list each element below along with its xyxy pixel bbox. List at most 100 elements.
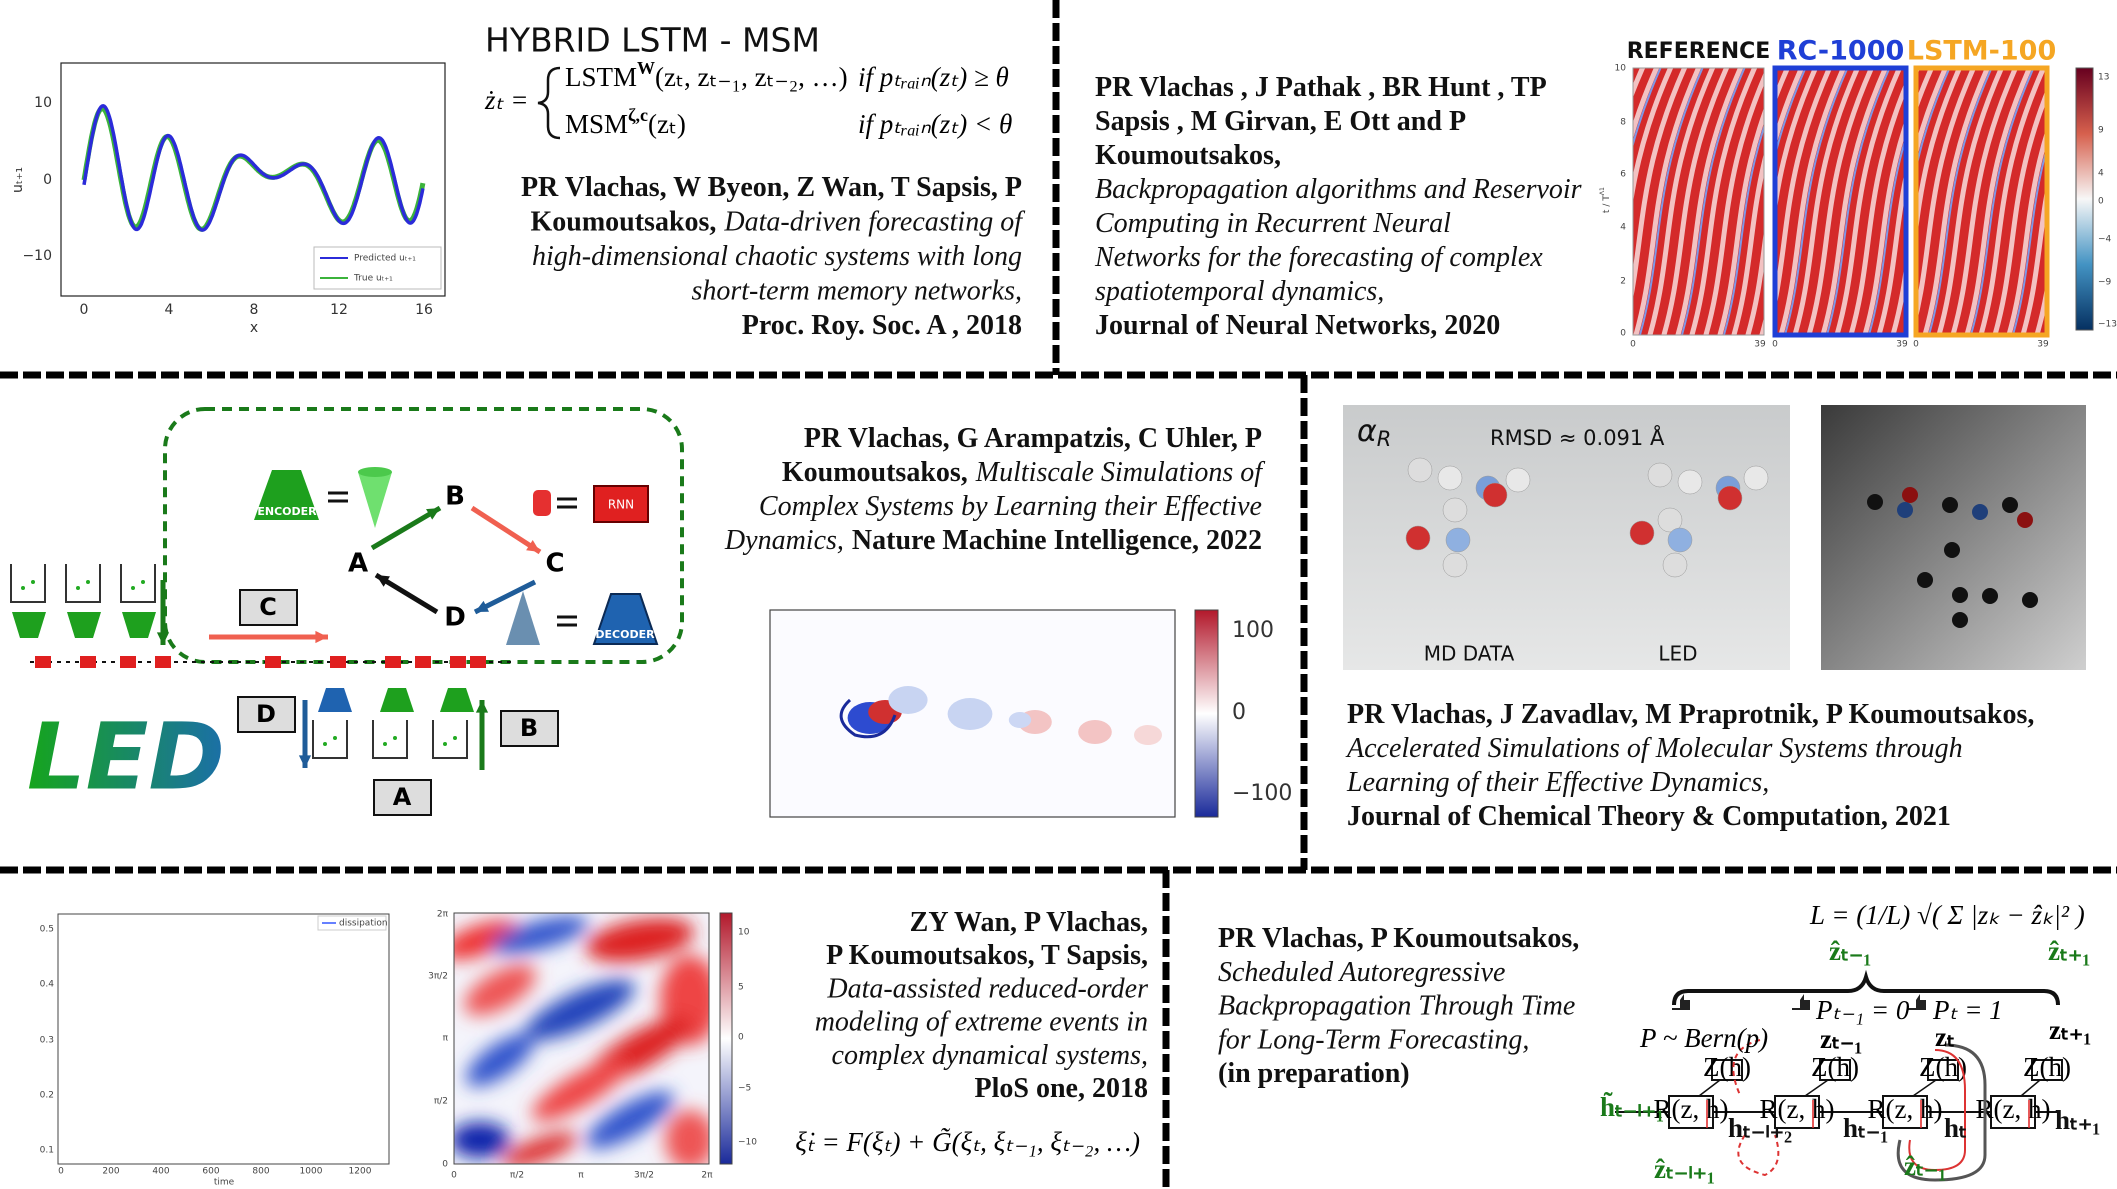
colorbar-tick-label: −13 xyxy=(2098,320,2117,330)
heatmap-streak xyxy=(1731,153,1764,335)
contour-blob xyxy=(464,964,536,1016)
citation-segment: Accelerated Simulations of Molecular Sys… xyxy=(1345,733,1963,764)
citation-line: modeling of extreme events in xyxy=(815,1007,1148,1038)
legend-box xyxy=(317,915,387,931)
colorbar xyxy=(1194,609,1219,818)
heatmap-streak xyxy=(1633,68,1660,140)
mini-encoder xyxy=(67,612,101,638)
hidden-label: hₜ₋₁ xyxy=(1843,1113,1888,1143)
colorbar-tick-label: −4 xyxy=(2098,235,2112,245)
contour-blob xyxy=(585,918,695,962)
label-box xyxy=(373,779,432,816)
citation-line: Koumoutsakos, Data-driven forecasting of xyxy=(530,207,1025,238)
arrow-head xyxy=(475,600,489,612)
citation-line: Dynamics, Nature Machine Intelligence, 20… xyxy=(724,525,1262,556)
rmsd-label: RMSD ≈ 0.091 Å xyxy=(1490,424,1665,450)
colorbar-tick-label: −5 xyxy=(738,1084,751,1094)
heatmap-streak xyxy=(1775,68,1833,314)
citation-line: Scheduled Autoregressive xyxy=(1218,957,1505,988)
y-tick-label: 2 xyxy=(1620,277,1626,287)
y-tick-label: π xyxy=(443,1034,449,1044)
atom xyxy=(1445,527,1471,553)
citation-line: Accelerated Simulations of Molecular Sys… xyxy=(1345,733,1963,764)
equation-case: MSMζ,c(zₜ) xyxy=(565,105,686,139)
rnn-block-label: R(z, h) xyxy=(1654,1094,1729,1124)
citation-line: Networks for the forecasting of complex xyxy=(1094,242,1543,273)
heatmap-streak xyxy=(1848,79,1906,335)
citation-segment: (in preparation) xyxy=(1218,1059,1410,1090)
node-label: B xyxy=(445,482,465,512)
switch-label: Pₜ = 1 xyxy=(1932,995,2003,1025)
x-tick-label: 0 xyxy=(451,1171,457,1181)
snapshot-dot xyxy=(333,736,337,740)
brace xyxy=(537,66,561,140)
equation-case: LSTMW(zₜ, zₜ₋₁, zₜ₋₂, …) xyxy=(565,58,848,92)
citation-segment: PR Vlachas, J Zavadlav, M Praprotnik, P … xyxy=(1347,699,2034,730)
encoder-label: ENCODER xyxy=(257,505,317,518)
colorbar-tick-label: −9 xyxy=(2098,278,2112,288)
snapshot-dot xyxy=(383,742,387,746)
y-axis-label-base: t / T xyxy=(1602,195,1612,213)
citation-segment: PR Vlachas, P Koumoutsakos, xyxy=(1218,923,1579,954)
x-tick-label: 39 xyxy=(1896,340,1908,350)
citation-segment: for Long-Term Forecasting, xyxy=(1218,1025,1529,1056)
encoder-cone-top xyxy=(358,467,392,477)
citation-segment: high-dimensional chaotic systems with lo… xyxy=(532,241,1022,272)
citation-line: Backpropagation Through Time xyxy=(1218,991,1575,1022)
citation-line: high-dimensional chaotic systems with lo… xyxy=(532,241,1022,272)
citation-line: Proc. Roy. Soc. A , 2018 xyxy=(742,310,1022,341)
citation-line: PloS one, 2018 xyxy=(975,1073,1148,1104)
mini-encoder xyxy=(12,612,46,638)
colorbar xyxy=(719,912,733,1165)
y-axis-label: uₜ₊₁ xyxy=(10,167,26,193)
citation-segment: short-term memory networks, xyxy=(691,276,1022,307)
atom xyxy=(1944,542,1960,558)
citation-segment: PR Vlachas , J Pathak , BR Hunt , TP xyxy=(1095,72,1547,103)
x-tick-label: 0 xyxy=(58,1167,64,1177)
rnn-block-label: R(z, h) xyxy=(1976,1094,2051,1124)
citation-segment: PR Vlachas, W Byeon, Z Wan, T Sapsis, P xyxy=(521,172,1022,203)
snapshot-dot xyxy=(86,580,90,584)
citation-line: Sapsis , M Girvan, E Ott and P xyxy=(1095,106,1466,137)
snapshot-dot xyxy=(393,736,397,740)
x-tick-label: π xyxy=(578,1171,584,1181)
y-tick-label: 4 xyxy=(1620,223,1626,233)
vortex xyxy=(888,686,928,714)
heatmap-streak xyxy=(1806,68,1875,335)
box-label: B xyxy=(520,714,538,742)
snapshot xyxy=(65,564,101,603)
snapshot xyxy=(120,564,156,603)
heatmap-streak xyxy=(2020,179,2047,335)
output-label: zₜ xyxy=(1935,1022,1955,1052)
box-label: C xyxy=(259,593,277,621)
x-tick-label: 0 xyxy=(1630,340,1636,350)
citation-line: ZY Wan, P Vlachas, xyxy=(910,907,1148,938)
legend-label: Predicted uₜ₊₁ xyxy=(354,254,416,264)
citation-line: Backpropagation algorithms and Reservoir xyxy=(1095,174,1582,205)
rnn-box xyxy=(593,485,649,523)
atom xyxy=(2017,512,2033,528)
snapshot xyxy=(10,564,46,603)
readout-block xyxy=(1927,1059,1959,1081)
atom xyxy=(1867,494,1883,510)
rnn-cell xyxy=(450,656,466,668)
vortex xyxy=(1008,712,1032,728)
equation-name: MSM xyxy=(565,109,628,139)
rnn-cell xyxy=(35,656,51,668)
citation-segment: Sapsis , M Girvan, E Ott and P xyxy=(1095,106,1466,137)
readout-label: Z(h) xyxy=(2023,1052,2071,1082)
atom xyxy=(1667,527,1693,553)
equation-args: (zₜ) xyxy=(648,109,686,139)
citation-segment: Networks for the forecasting of complex xyxy=(1094,242,1543,273)
vortex xyxy=(947,698,993,730)
atom xyxy=(1657,507,1683,533)
heatmap-streak xyxy=(2006,125,2047,335)
heatmap-streak xyxy=(1689,68,1758,335)
citation-segment: Nature Machine Intelligence, 2022 xyxy=(852,525,1262,556)
rnn-cell xyxy=(120,656,136,668)
equation-condition: if pₜᵣₐᵢₙ(zₜ) < θ xyxy=(858,109,1012,139)
colorbar-tick-label: −10 xyxy=(738,1138,757,1148)
box-label: D xyxy=(256,700,276,728)
arrow xyxy=(370,505,442,551)
citation-line: PR Vlachas, W Byeon, Z Wan, T Sapsis, P xyxy=(521,172,1022,203)
